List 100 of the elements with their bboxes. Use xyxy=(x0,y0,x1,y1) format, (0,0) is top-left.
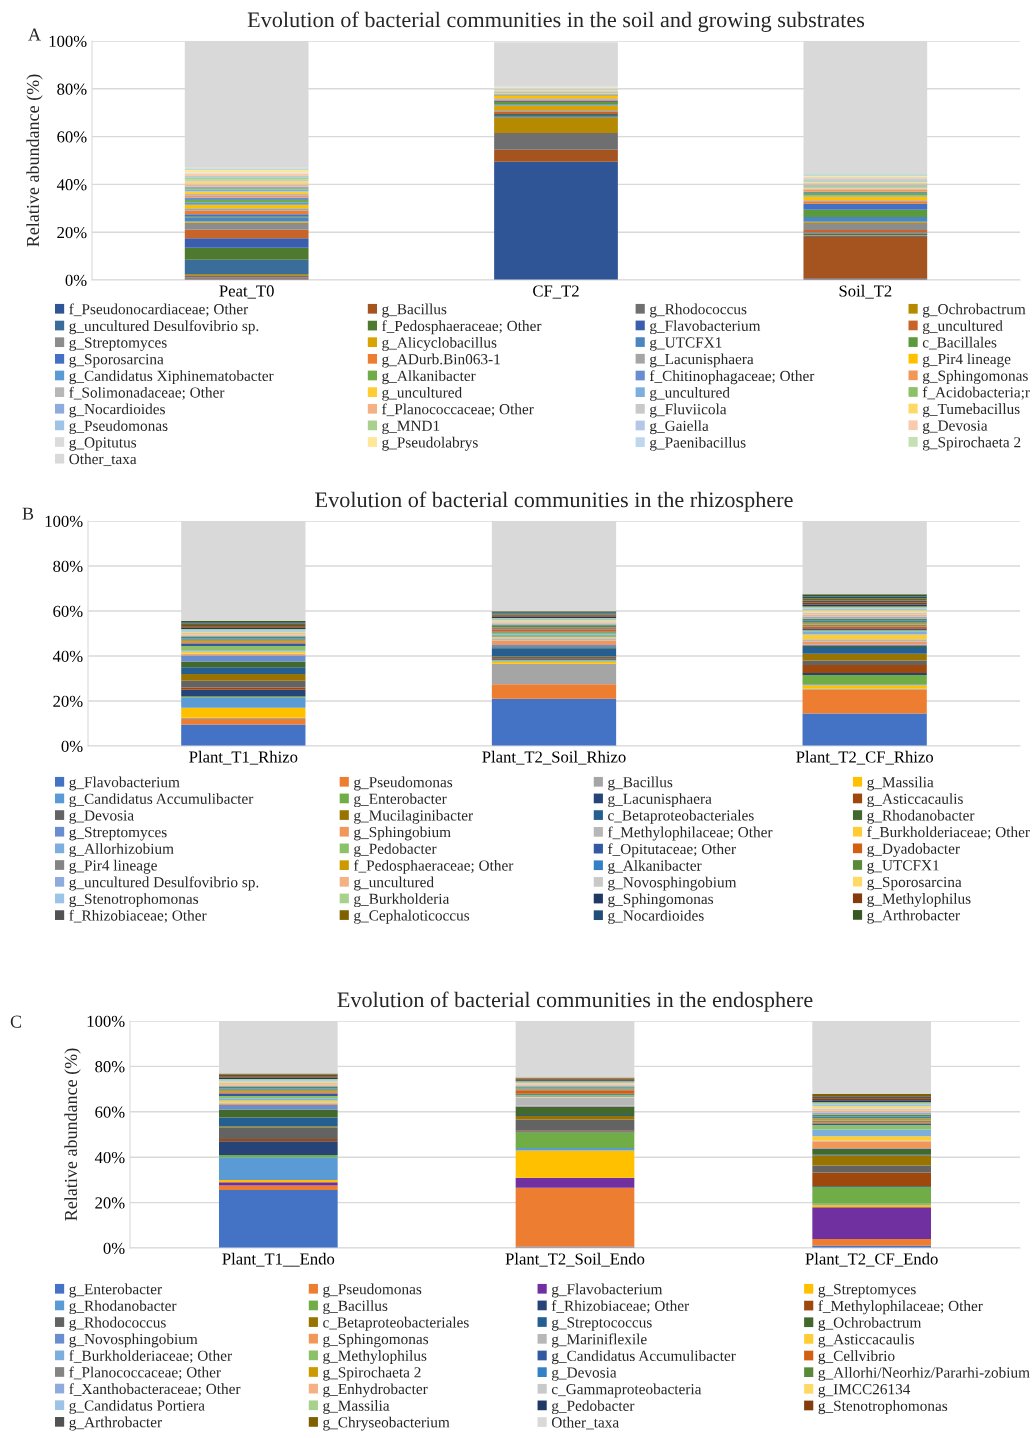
legend-label: f_Methylophilaceae; Other xyxy=(818,1300,983,1315)
x-tick-label: Soil_T2 xyxy=(839,284,892,299)
legend-label: g_Bacillus xyxy=(608,776,673,791)
legend-label: f_Burkholderiaceae; Other xyxy=(69,1350,232,1364)
legend-label: g_Pseudomonas xyxy=(323,1283,422,1298)
legend-label: g_Chryseobacterium xyxy=(323,1416,450,1431)
legend-label: c_Betaproteobacteriales xyxy=(323,1316,469,1331)
legend-label: f_Pseudonocardiaceae; Other xyxy=(69,303,249,317)
y-tick-label: 100% xyxy=(45,515,83,527)
legend-label: g_uncultured xyxy=(354,876,434,891)
legend-label: g_Flavobacterium xyxy=(69,776,180,791)
legend-label: g_Asticcacaulis xyxy=(818,1333,915,1348)
y-tick-label: 0% xyxy=(65,274,87,286)
y-tick-label: 20% xyxy=(95,1197,125,1209)
legend-label: g_Pseudomonas xyxy=(354,776,453,791)
legend-label: f_Opitutaceae; Other xyxy=(607,843,736,858)
y-tick-label: 60% xyxy=(95,1106,125,1118)
text: B xyxy=(22,507,34,520)
legend-label: Other_taxa xyxy=(551,1416,619,1430)
legend-label: f_Methylophilaceae; Other xyxy=(607,826,773,841)
y-tick-label: 40% xyxy=(94,1151,125,1164)
legend-label: f_Chitinophagaceae; Other xyxy=(649,370,815,385)
legend-label: g_Massilia xyxy=(323,1400,390,1414)
legend-label: g_Bacillus xyxy=(382,303,447,318)
legend-label: g_Allorhi/Neorhiz/Pararhi-zobium xyxy=(818,1366,1030,1381)
legend-label: g_Methylophilus xyxy=(867,893,971,907)
legend-label: g_Arthrobacter xyxy=(867,909,960,924)
x-tick-label: Plant_T2_Soil_Rhizo xyxy=(482,750,626,765)
legend-label: g_Ochrobactrum xyxy=(818,1317,922,1331)
legend-label: g_Pir4 lineage xyxy=(69,859,157,874)
legend-label: g_Bacillus xyxy=(323,1300,388,1315)
legend-label: g_Spirochaeta 2 xyxy=(922,436,1021,451)
legend-label: g_uncultured Desulfovibrio sp. xyxy=(69,876,259,891)
y-axis-title: Relative abundance (%) xyxy=(26,74,43,247)
legend-label: g_Sphingobium xyxy=(354,826,451,841)
legend-label: g_Sphingomonas xyxy=(323,1333,429,1348)
legend-label: g_Fluviicola xyxy=(650,403,727,418)
legend-label: g_Pir4 lineage xyxy=(922,353,1011,368)
x-tick-label: Plant_T1_Rhizo xyxy=(189,750,298,765)
legend-label: g_Alkanibacter xyxy=(608,860,702,874)
legend-label: g_Streptomyces xyxy=(818,1284,916,1298)
legend-label: g_Arthrobacter xyxy=(69,1416,162,1431)
legend-label: g_Alkanibacter xyxy=(382,370,476,385)
legend-label: g_Mucilaginibacter xyxy=(354,809,473,824)
legend-label: g_Cellvibrio xyxy=(818,1350,895,1365)
legend-label: c_Betaproteobacteriales xyxy=(608,809,754,824)
legend-label: g_Lacunisphaera xyxy=(608,793,712,808)
legend-label: f_Rhizobiaceae; Other xyxy=(69,909,207,923)
legend-label: g_Streptococcus xyxy=(551,1317,652,1331)
legend-label: g_Cephaloticoccus xyxy=(354,909,470,924)
legend-label: g_Pedobacter xyxy=(354,843,437,858)
legend-label: g_Rhodanobacter xyxy=(867,809,975,824)
legend-label: g_Mariniflexile xyxy=(551,1333,647,1348)
legend-label: c_Gammaproteobacteria xyxy=(551,1383,702,1398)
legend-label: g_Lacunisphaera xyxy=(650,353,754,368)
legend-label: g_Rhodococcus xyxy=(650,303,747,318)
chart-title: Evolution of bacterial communities in the endosphere xyxy=(337,991,813,1012)
legend-label: g_Sphingomonas xyxy=(922,370,1028,385)
legend-label: f_Pedosphaeraceae; Other xyxy=(353,859,514,874)
legend-label: g_Opitutus xyxy=(69,437,137,451)
chart-title: Evolution of bacterial communities in the soil and growing substrates xyxy=(247,11,865,32)
y-tick-label: 0% xyxy=(61,740,83,752)
y-tick-label: 80% xyxy=(57,83,87,95)
x-tick-label: Plant_T2_CF_Rhizo xyxy=(796,750,934,765)
legend-label: g_Enterobacter xyxy=(354,793,447,808)
legend-label: g_uncultured xyxy=(650,386,730,401)
legend-label: f_Pedosphaeraceae; Other xyxy=(382,320,542,335)
legend-label: f_Burkholderiaceae; Other xyxy=(867,826,1030,840)
legend-label: g_MND1 xyxy=(382,420,440,435)
legend-label: g_Flavobacterium xyxy=(650,320,761,335)
legend-label: g_ADurb.Bin063-1 xyxy=(382,353,500,368)
text: C xyxy=(10,1015,22,1028)
y-tick-label: 80% xyxy=(95,1061,125,1073)
y-tick-label: 0% xyxy=(103,1242,125,1254)
legend-label: g_Ochrobactrum xyxy=(922,303,1026,318)
y-tick-label: 100% xyxy=(87,1015,125,1027)
legend-label: g_Novosphingobium xyxy=(69,1333,198,1348)
legend-label: g_uncultured xyxy=(382,386,462,401)
legend-label: g_Sporosarcina xyxy=(69,354,164,368)
legend-label: g_Streptomyces xyxy=(69,826,167,841)
legend-label: Other_taxa xyxy=(69,453,137,467)
legend-label: g_Tumebacillus xyxy=(922,403,1020,418)
legend-label: c_Bacillales xyxy=(922,336,997,350)
legend-label: g_Sphingomonas xyxy=(608,893,714,908)
text: A xyxy=(28,28,41,41)
legend-label: f_Acidobacteria;r xyxy=(922,386,1030,400)
legend-label: g_Methylophilus xyxy=(323,1350,427,1365)
legend-label: g_Enterobacter xyxy=(69,1283,162,1298)
y-tick-label: 40% xyxy=(52,650,83,662)
legend-label: g_IMCC26134 xyxy=(818,1384,911,1398)
legend-label: g_Asticcacaulis xyxy=(867,793,963,808)
legend-label: g_uncultured Desulfovibrio sp. xyxy=(69,320,259,335)
legend-label: g_Candidatus Accumulibacter xyxy=(551,1350,736,1365)
y-tick-label: 20% xyxy=(53,695,83,707)
legend-label: g_Dyadobacter xyxy=(867,843,960,858)
legend-label: g_Stenotrophomonas xyxy=(818,1400,948,1415)
y-tick-label: 40% xyxy=(56,179,87,191)
legend-label: g_Candidatus Xiphinematobacter xyxy=(69,370,274,385)
legend-label: g_Streptomyces xyxy=(69,337,167,351)
legend-label: g_Enhydrobacter xyxy=(323,1383,428,1398)
